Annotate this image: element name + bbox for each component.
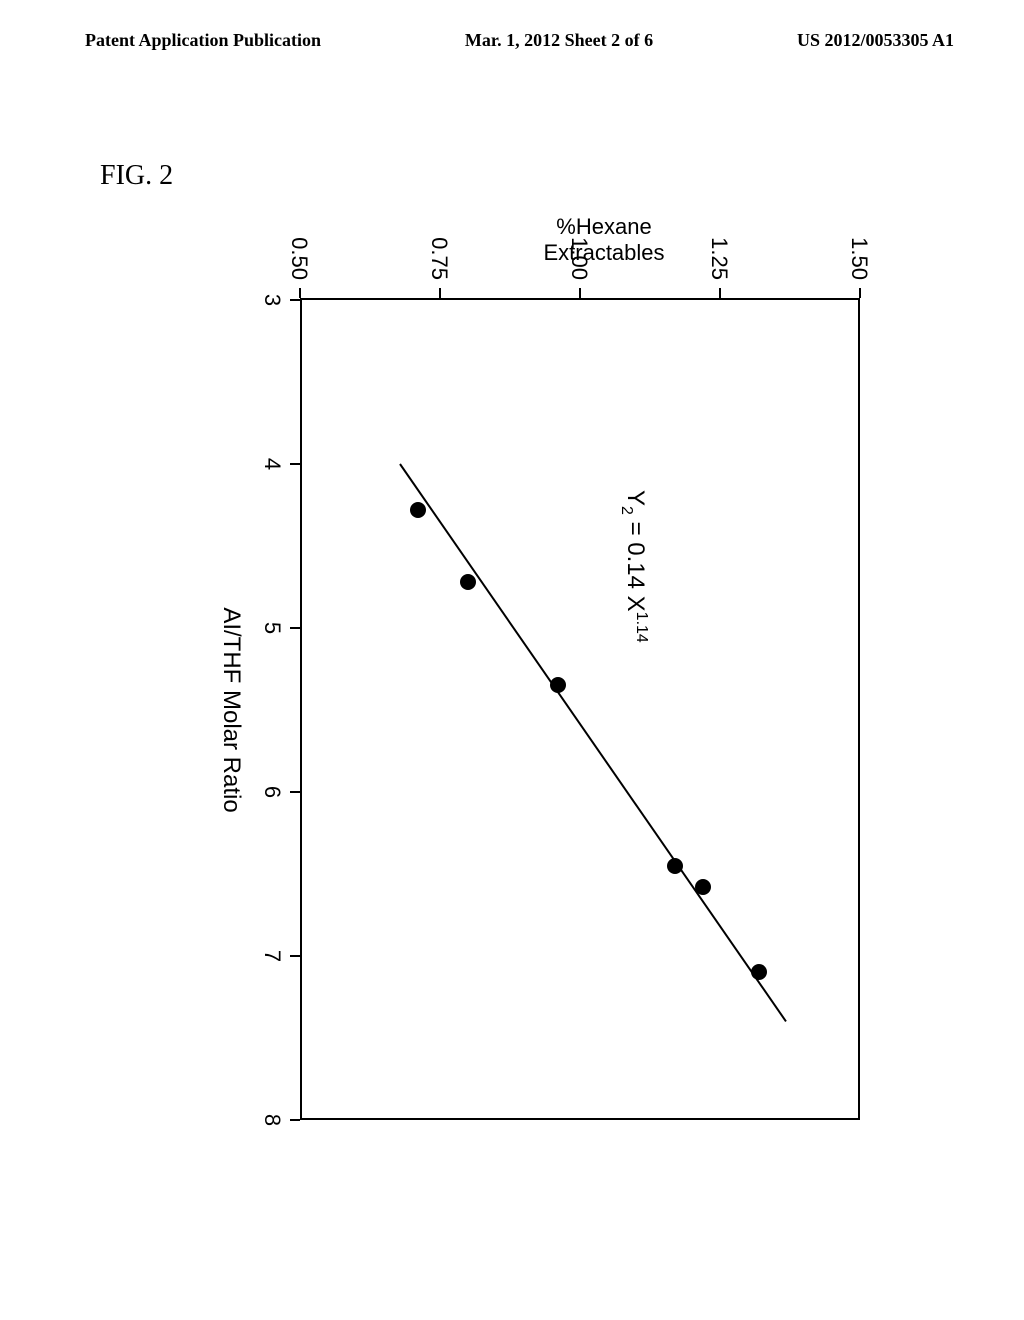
plot-area: [300, 300, 860, 1120]
header-left: Patent Application Publication: [85, 30, 321, 51]
y-tick: [579, 288, 581, 298]
x-tick-label: 6: [259, 772, 285, 812]
x-tick: [290, 955, 300, 957]
x-tick-label: 3: [259, 280, 285, 320]
data-point: [667, 858, 683, 874]
y-tick: [439, 288, 441, 298]
y-axis-title: %Hexane Extractables: [504, 214, 704, 266]
y-tick: [299, 288, 301, 298]
data-point: [410, 502, 426, 518]
x-tick: [290, 463, 300, 465]
x-tick: [290, 627, 300, 629]
y-tick-label: 1.50: [846, 210, 872, 280]
y-axis-line: [300, 298, 860, 300]
header-center: Mar. 1, 2012 Sheet 2 of 6: [465, 30, 653, 51]
x-tick: [290, 299, 300, 301]
y-tick: [859, 288, 861, 298]
x-tick-label: 5: [259, 608, 285, 648]
x-axis-line: [300, 300, 302, 1120]
figure-label: FIG. 2: [100, 160, 173, 192]
equation-text: Y2 = 0.14 X1.14: [622, 490, 649, 643]
data-point: [751, 964, 767, 980]
data-point: [550, 677, 566, 693]
x-tick: [290, 791, 300, 793]
data-point: [460, 574, 476, 590]
header-right: US 2012/0053305 A1: [797, 30, 954, 51]
x-tick-label: 8: [259, 1100, 285, 1140]
data-point: [695, 879, 711, 895]
y-tick-label: 1.25: [706, 210, 732, 280]
chart-rotated: 0.50 0.75 1.00 1.25 1.50 3 4 5 6 7 8 %He…: [170, 160, 910, 1190]
chart-container: 0.50 0.75 1.00 1.25 1.50 3 4 5 6 7 8 %He…: [170, 160, 910, 1190]
x-axis-title: AI/THF Molar Ratio: [217, 580, 245, 840]
y-tick-label: 0.75: [426, 210, 452, 280]
x-tick-label: 7: [259, 936, 285, 976]
patent-header: Patent Application Publication Mar. 1, 2…: [0, 0, 1024, 61]
y-tick-label: 0.50: [286, 210, 312, 280]
y-tick: [719, 288, 721, 298]
fit-equation: Y2 = 0.14 X1.14: [617, 490, 650, 643]
x-tick: [290, 1119, 300, 1121]
x-tick-label: 4: [259, 444, 285, 484]
